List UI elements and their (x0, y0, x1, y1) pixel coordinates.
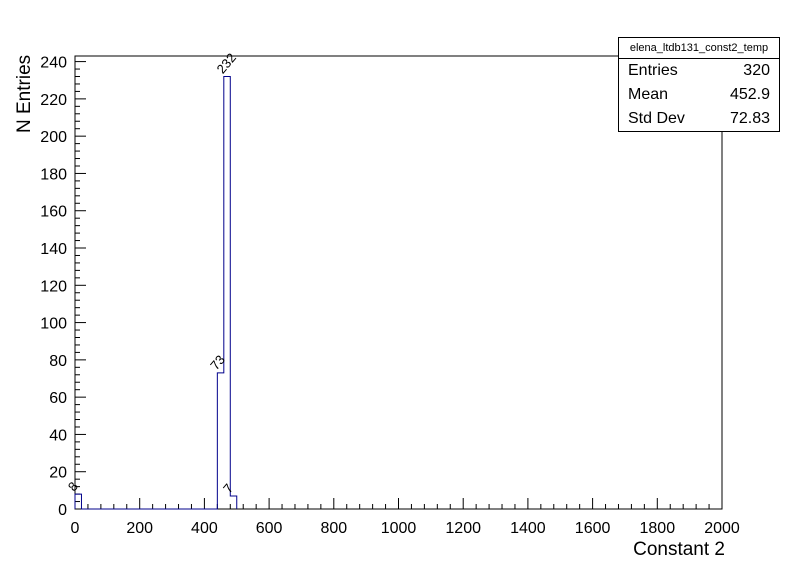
y-tick-label: 200 (40, 129, 67, 146)
stats-value-entries: 320 (743, 62, 770, 79)
stats-value-mean: 452.9 (729, 86, 770, 103)
y-tick-label: 40 (49, 427, 67, 444)
y-tick-label: 0 (58, 502, 67, 519)
y-tick-label: 20 (49, 465, 67, 482)
y-tick-label: 100 (40, 316, 67, 333)
histogram-line (74, 76, 238, 510)
x-tick-label: 1800 (640, 520, 676, 537)
y-tick-label: 240 (40, 55, 67, 72)
y-tick-label: 120 (40, 278, 67, 295)
x-tick-label: 1000 (381, 520, 417, 537)
stats-row-stddev: Std Dev 72.83 (619, 107, 779, 131)
bar-value-label: 232 (214, 50, 239, 76)
x-tick-label: 200 (126, 520, 153, 537)
y-tick-label: 180 (40, 166, 67, 183)
stats-label-stddev: Std Dev (628, 110, 685, 127)
stats-label-entries: Entries (628, 62, 678, 79)
x-tick-label: 1400 (510, 520, 546, 537)
x-tick-label: 2000 (704, 520, 740, 537)
y-tick-label: 80 (49, 353, 67, 370)
stats-label-mean: Mean (628, 86, 669, 103)
y-tick-label: 160 (40, 204, 67, 221)
stats-box-title: elena_ltdb131_const2_temp (619, 38, 779, 59)
stats-box: elena_ltdb131_const2_temp Entries 320 Me… (618, 37, 780, 132)
stats-value-stddev: 72.83 (729, 110, 770, 127)
stats-row-entries: Entries 320 (619, 59, 779, 83)
x-tick-label: 1200 (445, 520, 481, 537)
y-tick-label: 60 (49, 390, 67, 407)
y-tick-label: 140 (40, 241, 67, 258)
x-tick-label: 400 (191, 520, 218, 537)
x-tick-label: 0 (71, 520, 80, 537)
x-tick-label: 800 (320, 520, 347, 537)
y-axis-title: N Entries (14, 54, 35, 133)
y-tick-label: 220 (40, 92, 67, 109)
stats-row-mean: Mean 452.9 (619, 83, 779, 107)
x-tick-label: 600 (256, 520, 283, 537)
bar-value-label: 7 (220, 481, 236, 496)
bar-value-label: 73 (207, 352, 228, 373)
x-tick-label: 1600 (575, 520, 611, 537)
x-axis-title: Constant 2 (633, 539, 725, 560)
